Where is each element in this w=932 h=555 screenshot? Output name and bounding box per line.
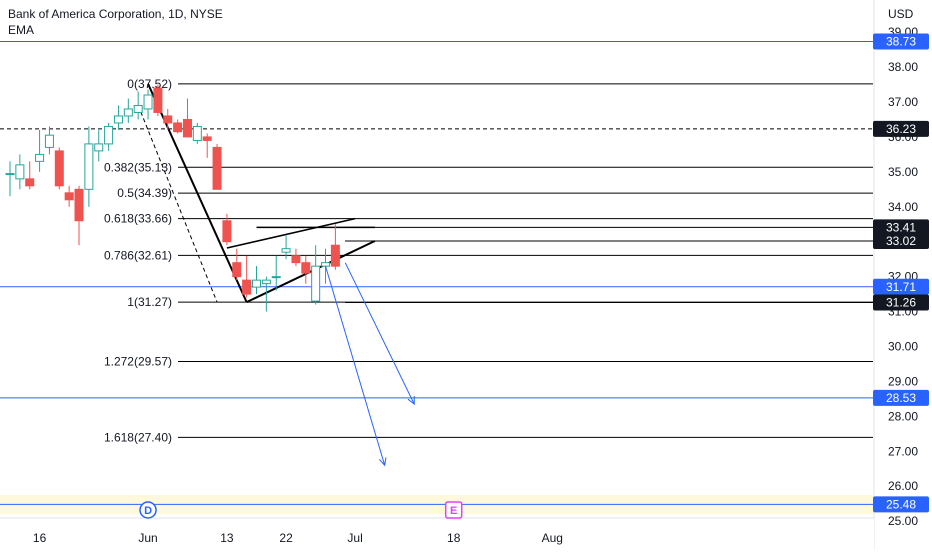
candle-body xyxy=(84,143,94,190)
candle-body xyxy=(25,178,35,187)
price-badge-label: 25.48 xyxy=(886,497,916,511)
candle-body xyxy=(281,248,291,253)
time-tick-label: 22 xyxy=(279,531,293,545)
fib-level-label: 1(31.27) xyxy=(127,295,172,309)
fib-level-label: 0.382(35.13) xyxy=(104,160,172,174)
time-tick-label: 18 xyxy=(447,531,461,545)
candle-body xyxy=(44,134,54,148)
candle-body xyxy=(74,188,84,222)
candle-body xyxy=(94,143,104,152)
price-badge xyxy=(873,219,929,236)
candle-body xyxy=(35,153,45,162)
fib-level-label: 1.272(29.57) xyxy=(104,355,172,369)
projection-arrowhead xyxy=(378,457,387,467)
price-tick-label: 35.00 xyxy=(888,165,918,179)
candle-body xyxy=(15,164,25,180)
earnings-event-icon xyxy=(444,501,463,519)
fib-level-label: 0(37.52) xyxy=(127,77,172,91)
candle-body xyxy=(64,192,74,201)
currency-label: USD xyxy=(888,7,914,21)
dividend-event-label: D xyxy=(144,505,152,517)
candle-body xyxy=(143,94,153,110)
candle-body xyxy=(311,265,321,302)
price-tick-label: 30.00 xyxy=(888,340,918,354)
projection-arrowhead xyxy=(407,396,415,406)
price-tick-label: 25.00 xyxy=(888,514,918,528)
time-tick-label: 16 xyxy=(33,531,47,545)
dividend-event-icon xyxy=(139,501,157,519)
projection-arrow xyxy=(325,266,386,466)
price-badge xyxy=(873,294,929,311)
candle-body xyxy=(153,87,163,113)
time-tick-label: Jun xyxy=(138,531,157,545)
price-tick-label: 29.00 xyxy=(888,374,918,388)
candle-body xyxy=(182,118,192,138)
fib-level-label: 1.618(27.40) xyxy=(104,430,172,444)
trend-line xyxy=(137,105,218,303)
candle-body xyxy=(301,262,311,274)
trend-line xyxy=(246,240,376,304)
price-tick-label: 38.00 xyxy=(888,60,918,74)
candle-body xyxy=(261,279,271,285)
price-tick-label: 28.00 xyxy=(888,409,918,423)
price-badge-label: 31.71 xyxy=(886,280,916,294)
price-badge-label: 38.73 xyxy=(886,35,916,49)
fib-level-label: 0.5(34.39) xyxy=(117,186,172,200)
candle-body xyxy=(271,276,281,279)
price-badge xyxy=(873,278,929,295)
candle-body xyxy=(330,244,340,267)
price-badge xyxy=(873,33,929,50)
price-badge-label: 33.41 xyxy=(886,220,916,234)
fib-level-label: 0.618(33.66) xyxy=(104,212,172,226)
candle-body xyxy=(133,104,143,113)
candle-body xyxy=(291,255,301,264)
candle-body xyxy=(321,262,331,267)
candle-body xyxy=(163,115,173,124)
candle-body xyxy=(212,146,222,190)
price-badge xyxy=(873,496,929,513)
price-badge xyxy=(873,389,929,406)
price-badge-label: 33.02 xyxy=(886,234,916,248)
price-tick-label: 26.00 xyxy=(888,479,918,493)
price-badge-label: 36.23 xyxy=(886,122,916,136)
projection-arrow xyxy=(344,262,415,405)
candle-body xyxy=(54,150,64,187)
time-axis xyxy=(0,518,874,551)
candle-body xyxy=(232,262,242,278)
candle-body xyxy=(222,220,232,243)
candle-body xyxy=(202,136,212,141)
indicator-label[interactable]: EMA xyxy=(8,23,35,37)
time-tick-label: 13 xyxy=(220,531,234,545)
chart-header: Bank of America Corporation, 1D, NYSE EM… xyxy=(8,6,223,38)
price-badge xyxy=(873,233,929,250)
candle-body xyxy=(173,122,183,133)
price-badge xyxy=(873,120,929,137)
fib-level-label: 0.786(32.61) xyxy=(104,248,172,262)
time-tick-label: Aug xyxy=(542,531,563,545)
time-tick-label: Jul xyxy=(347,531,362,545)
price-tick-label: 37.00 xyxy=(888,95,918,109)
candle-body xyxy=(252,279,261,288)
candle-body xyxy=(123,108,133,117)
candle-body xyxy=(5,173,15,176)
trend-line xyxy=(226,217,356,249)
price-badge-label: 31.26 xyxy=(886,295,916,309)
candle-body xyxy=(242,279,252,295)
symbol-title: Bank of America Corporation, 1D, NYSE xyxy=(8,7,223,21)
price-tick-label: 27.00 xyxy=(888,444,918,458)
earnings-event-label: E xyxy=(450,505,457,517)
candle-body xyxy=(192,125,202,141)
price-badge-label: 28.53 xyxy=(886,391,916,405)
candle-body xyxy=(104,125,114,145)
price-axis xyxy=(874,0,932,550)
candle-body xyxy=(113,115,123,124)
price-tick-label: 34.00 xyxy=(888,200,918,214)
